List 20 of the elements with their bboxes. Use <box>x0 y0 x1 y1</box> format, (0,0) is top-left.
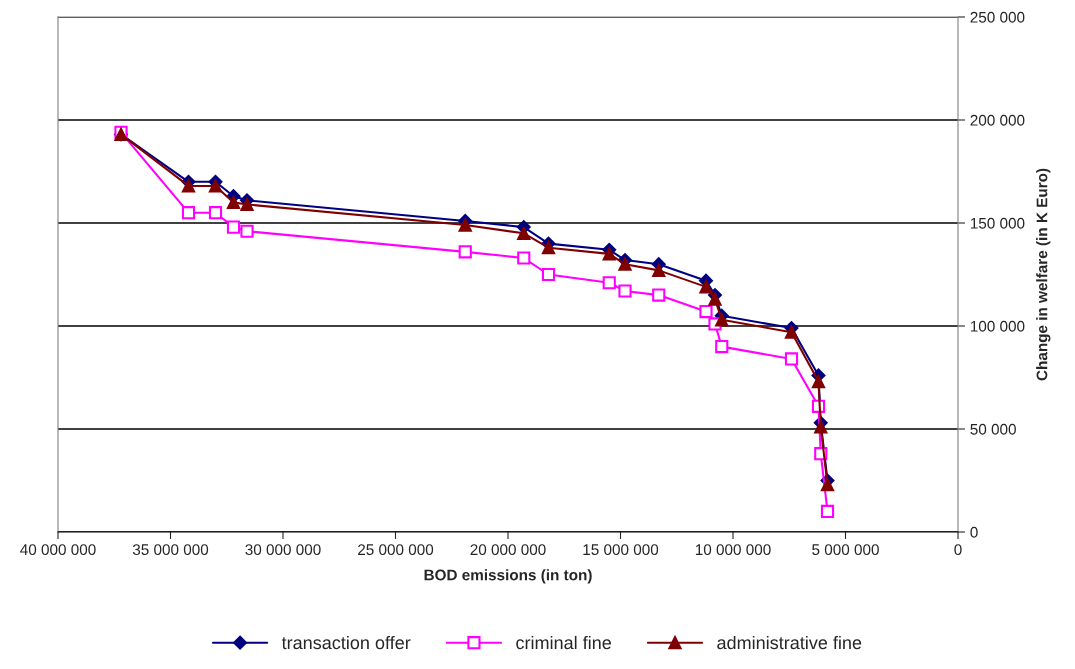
x-tick-label: 0 <box>954 544 962 556</box>
legend-label: transaction offer <box>281 635 411 650</box>
x-tick-label: 5 000 000 <box>812 544 879 556</box>
legend-label: administrative fine <box>717 635 862 650</box>
x-tick-label: 20 000 000 <box>470 544 546 556</box>
legend-label: criminal fine <box>516 635 611 650</box>
x-tick-label: 35 000 000 <box>132 544 209 556</box>
x-tick-label: 40 000 000 <box>20 544 96 556</box>
x-tick-label: 10 000 000 <box>695 544 771 556</box>
x-tick-label: 25 000 000 <box>358 544 434 556</box>
x-axis-title: BOD emissions (in ton) <box>424 569 592 584</box>
y-tick-label: 50 000 <box>970 423 1016 435</box>
x-tick-label: 15 000 000 <box>583 544 659 556</box>
y-tick-label: 150 000 <box>970 217 1025 229</box>
y-tick-label: 200 000 <box>970 114 1025 126</box>
y-axis-title: Change in welfare (in K Euro) <box>1036 168 1051 381</box>
y-tick-label: 100 000 <box>970 320 1025 332</box>
y-tick-label: 250 000 <box>970 11 1025 23</box>
y-tick-label: 0 <box>970 526 978 538</box>
x-tick-label: 30 000 000 <box>245 544 321 556</box>
